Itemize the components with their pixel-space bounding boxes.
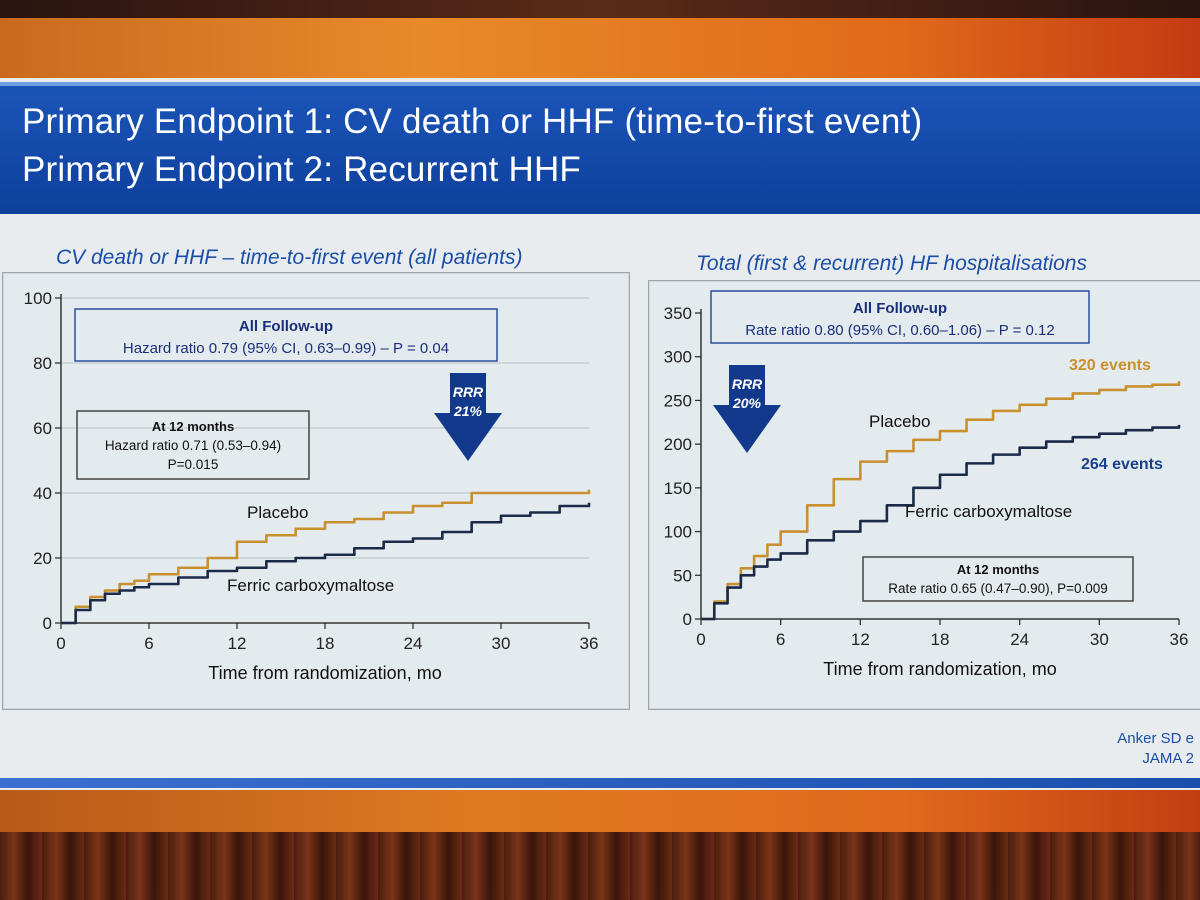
left-chart-panel: 0 20 40 60 80 100 0 6 12 18 24 30 36 Time from random… xyxy=(2,272,630,710)
y-tick-label: 350 xyxy=(664,304,692,323)
y-tick-label: 200 xyxy=(664,435,692,454)
twelve-month-line-2: P=0.015 xyxy=(168,457,219,472)
all-followup-text: Rate ratio 0.80 (95% CI, 0.60–1.06) – P … xyxy=(745,322,1055,339)
twelve-month-box xyxy=(76,410,310,480)
x-tick-label: 30 xyxy=(492,634,511,653)
ferric-events-label: 264 events xyxy=(1081,456,1163,473)
ferric-series-line xyxy=(701,424,1181,621)
x-tick-label: 6 xyxy=(776,630,785,649)
citation-line-1: Anker SD e xyxy=(1117,730,1194,747)
rrr-label: RRR xyxy=(732,376,763,392)
y-tick-label: 300 xyxy=(664,348,692,367)
x-axis-label: Time from randomization, mo xyxy=(208,663,441,683)
right-chart-panel: 0 50 100 150 200 250 300 350 0 6 12 18 24 30 36 Time fr… xyxy=(648,280,1200,710)
slide-title-line-1: Primary Endpoint 1: CV death or HHF (tim… xyxy=(22,102,923,141)
all-followup-title: All Follow-up xyxy=(239,318,333,335)
placebo-series-line xyxy=(61,489,591,625)
twelve-month-text: Rate ratio 0.65 (0.47–0.90), P=0.009 xyxy=(888,581,1108,596)
x-tick-label: 0 xyxy=(696,630,705,649)
placebo-label: Placebo xyxy=(247,503,308,522)
ferric-series-line xyxy=(61,502,591,625)
x-tick-label: 36 xyxy=(1170,630,1189,649)
all-followup-text: Hazard ratio 0.79 (95% CI, 0.63–0.99) – … xyxy=(123,340,449,357)
citation-line-2: JAMA 2 xyxy=(1142,750,1194,767)
screen-frame-bottom xyxy=(0,786,1200,834)
x-tick-label: 0 xyxy=(56,634,65,653)
y-tick-label: 150 xyxy=(664,479,692,498)
twelve-month-line-1: Hazard ratio 0.71 (0.53–0.94) xyxy=(105,438,281,453)
right-chart: 0 50 100 150 200 250 300 350 0 6 12 18 24 30 36 Time fr… xyxy=(664,290,1189,679)
all-followup-box xyxy=(74,308,498,362)
all-followup-box xyxy=(710,290,1090,344)
x-tick-label: 12 xyxy=(851,630,870,649)
left-chart: 0 20 40 60 80 100 0 6 12 18 24 30 36 Time from random… xyxy=(24,289,599,683)
rrr-value: 21% xyxy=(453,403,483,419)
screen-frame-top xyxy=(0,18,1200,84)
y-tick-label: 250 xyxy=(664,391,692,410)
rrr-arrow xyxy=(713,365,781,453)
twelve-month-box xyxy=(862,556,1134,602)
y-tick-label: 100 xyxy=(24,289,52,308)
y-tick-label: 50 xyxy=(673,566,692,585)
slide-title-bar: Primary Endpoint 1: CV death or HHF (tim… xyxy=(0,82,1200,214)
twelve-month-title: At 12 months xyxy=(957,562,1039,577)
rrr-arrow xyxy=(434,373,502,461)
y-tick-label: 100 xyxy=(664,523,692,542)
x-tick-label: 12 xyxy=(228,634,247,653)
ferric-label: Ferric carboxymaltose xyxy=(905,502,1072,521)
left-chart-title: CV death or HHF – time-to-first event (a… xyxy=(56,246,523,269)
y-tick-label: 0 xyxy=(683,610,692,629)
stage-curtain xyxy=(0,832,1200,900)
y-tick-label: 60 xyxy=(33,419,52,438)
y-tick-label: 20 xyxy=(33,549,52,568)
twelve-month-title: At 12 months xyxy=(152,419,234,434)
placebo-label: Placebo xyxy=(869,412,930,431)
x-tick-label: 6 xyxy=(144,634,153,653)
x-tick-label: 36 xyxy=(580,634,599,653)
y-tick-label: 0 xyxy=(43,614,52,633)
x-tick-label: 24 xyxy=(404,634,423,653)
y-tick-label: 80 xyxy=(33,354,52,373)
rrr-label: RRR xyxy=(453,384,484,400)
y-tick-label: 40 xyxy=(33,484,52,503)
x-tick-label: 30 xyxy=(1090,630,1109,649)
right-chart-title: Total (first & recurrent) HF hospitalisa… xyxy=(696,252,1087,275)
x-tick-label: 24 xyxy=(1010,630,1029,649)
rrr-value: 20% xyxy=(732,395,762,411)
x-tick-label: 18 xyxy=(931,630,950,649)
ferric-label: Ferric carboxymaltose xyxy=(227,576,394,595)
x-axis-label: Time from randomization, mo xyxy=(823,659,1056,679)
stage-top-strip xyxy=(0,0,1200,22)
all-followup-title: All Follow-up xyxy=(853,300,947,317)
x-tick-label: 18 xyxy=(316,634,335,653)
placebo-events-label: 320 events xyxy=(1069,357,1151,374)
slide-title-line-2: Primary Endpoint 2: Recurrent HHF xyxy=(22,150,582,189)
slide-bottom-rule xyxy=(0,778,1200,788)
